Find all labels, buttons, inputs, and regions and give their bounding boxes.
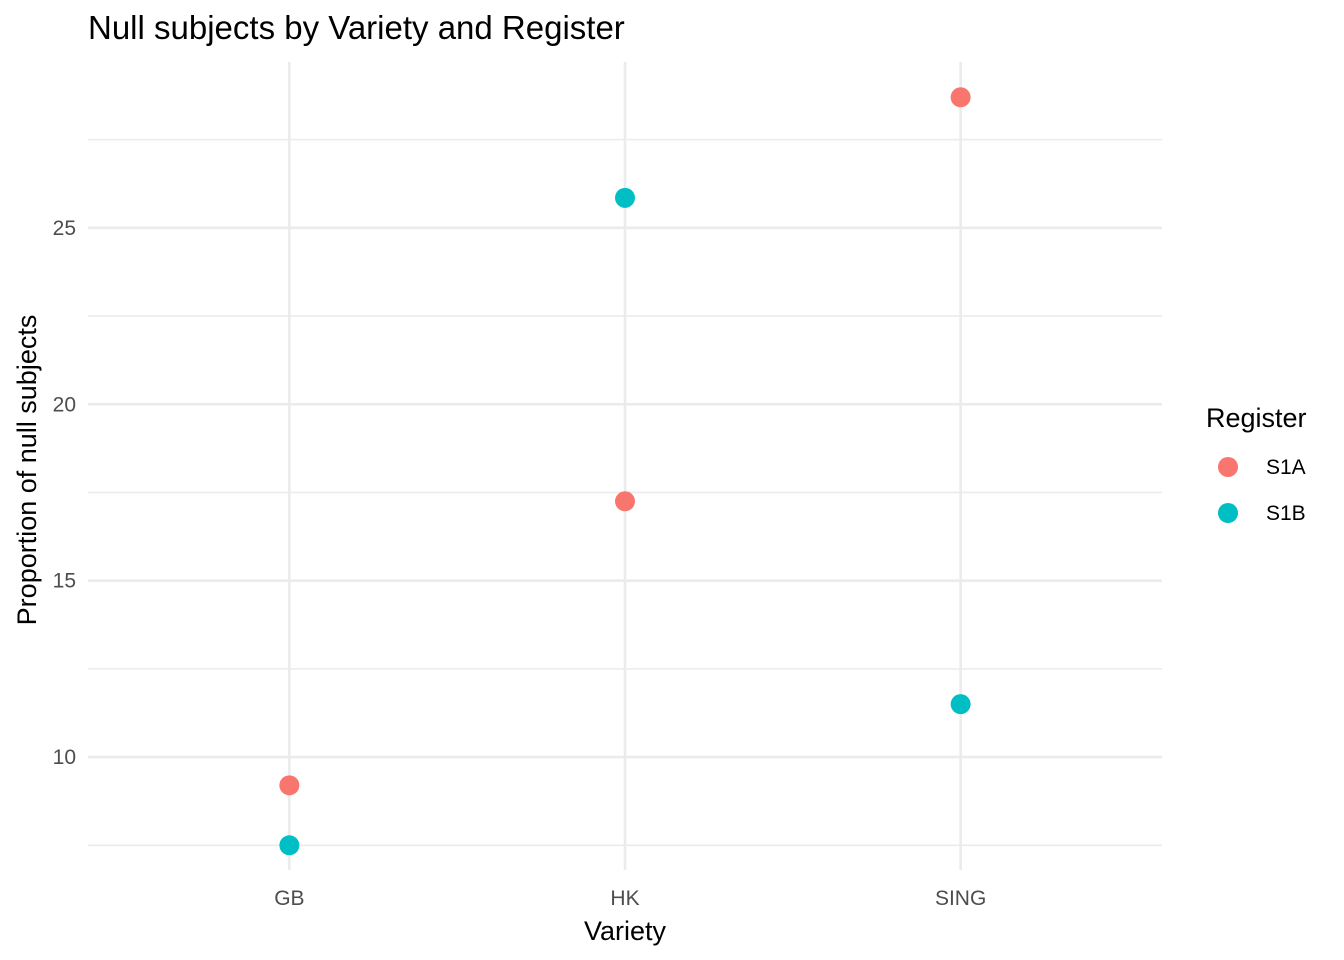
legend-items: S1A S1B — [1218, 456, 1306, 525]
y-tick-label: 20 — [53, 393, 76, 416]
y-tick-label: 15 — [53, 570, 76, 593]
data-point-s1b — [615, 187, 635, 208]
y-axis-title: Proportion of null subjects — [12, 315, 42, 626]
x-tick-label: HK — [610, 887, 639, 910]
data-point-s1b — [950, 694, 971, 715]
grid — [88, 62, 1162, 870]
data-point-s1a — [950, 87, 971, 108]
x-tick-label: GB — [274, 887, 304, 910]
y-tick-label: 10 — [53, 746, 76, 769]
legend-label: S1A — [1266, 456, 1306, 479]
data-point-s1b — [279, 835, 300, 856]
data-points — [279, 87, 971, 856]
legend-key-s1a — [1218, 457, 1238, 477]
x-axis-ticks: GB HK SING — [274, 887, 986, 910]
chart-title: Null subjects by Variety and Register — [88, 9, 625, 46]
y-axis-ticks: 10 15 20 25 — [53, 217, 76, 769]
y-tick-label: 25 — [53, 217, 76, 240]
x-axis-title: Variety — [584, 916, 667, 946]
data-point-s1a — [279, 775, 300, 796]
legend-title: Register — [1206, 403, 1307, 433]
legend-key-s1b — [1218, 503, 1238, 523]
x-tick-label: SING — [935, 887, 986, 910]
legend: Register S1A S1B — [1206, 403, 1307, 525]
data-point-s1a — [615, 491, 635, 512]
legend-label: S1B — [1266, 502, 1306, 525]
